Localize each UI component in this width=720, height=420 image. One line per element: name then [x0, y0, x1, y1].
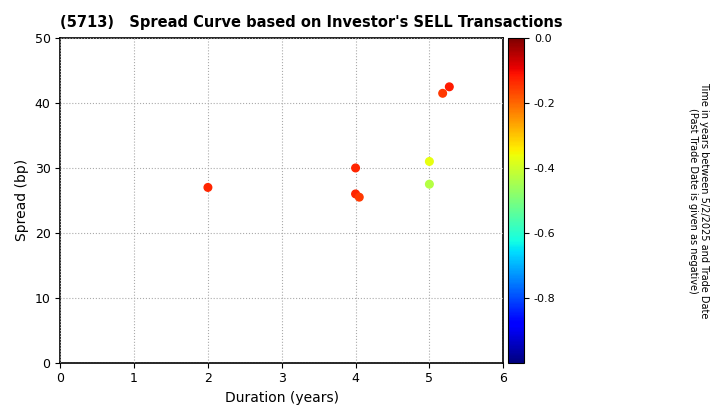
Point — [350, 191, 361, 197]
Point — [202, 184, 214, 191]
Point — [437, 90, 449, 97]
Point — [350, 165, 361, 171]
Point — [423, 158, 435, 165]
Point — [444, 84, 455, 90]
Point — [423, 181, 435, 188]
Y-axis label: Spread (bp): Spread (bp) — [15, 159, 29, 242]
Y-axis label: Time in years between 5/2/2025 and Trade Date
(Past Trade Date is given as negat: Time in years between 5/2/2025 and Trade… — [688, 82, 709, 319]
Point — [354, 194, 365, 200]
X-axis label: Duration (years): Duration (years) — [225, 391, 338, 405]
Text: (5713)   Spread Curve based on Investor's SELL Transactions: (5713) Spread Curve based on Investor's … — [60, 15, 563, 30]
